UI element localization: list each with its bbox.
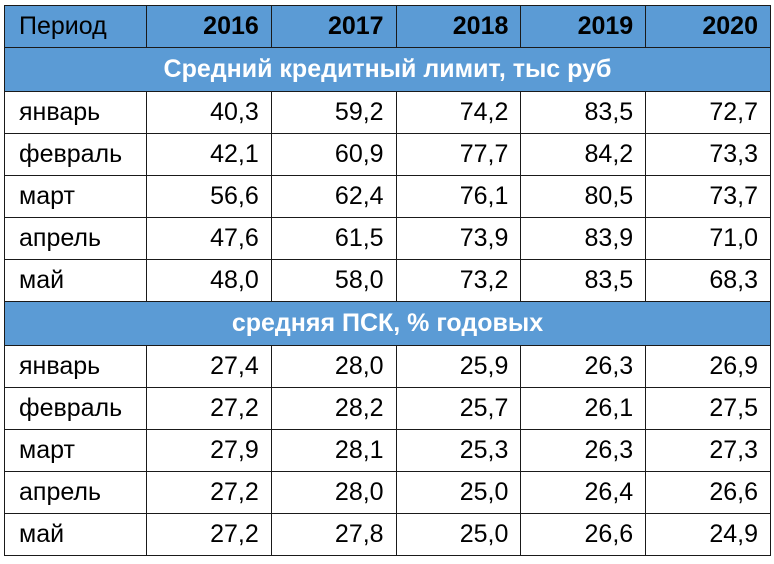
- row-month: февраль: [4, 387, 147, 430]
- cell-value: 27,2: [146, 387, 272, 430]
- cell-value: 26,6: [645, 471, 771, 514]
- cell-value: 25,0: [395, 513, 522, 556]
- cell-value: 61,5: [270, 217, 397, 260]
- cell-value: 62,4: [270, 175, 397, 218]
- section-title: Средний кредитный лимит, тыс руб: [4, 47, 771, 92]
- data-table: Период 2016 2017 2018 2019 2020 Средний …: [4, 5, 771, 556]
- table-row: март 56,6 62,4 76,1 80,5 73,7: [4, 175, 771, 218]
- row-month: март: [4, 429, 147, 472]
- row-month: март: [4, 175, 147, 218]
- cell-value: 26,9: [645, 345, 771, 388]
- cell-value: 24,9: [645, 513, 771, 556]
- cell-value: 83,9: [520, 217, 647, 260]
- cell-value: 25,0: [395, 471, 522, 514]
- cell-value: 28,1: [270, 429, 397, 472]
- header-year: 2019: [520, 5, 647, 48]
- row-month: январь: [4, 345, 147, 388]
- cell-value: 28,2: [270, 387, 397, 430]
- cell-value: 71,0: [645, 217, 771, 260]
- table-row: февраль 27,2 28,2 25,7 26,1 27,5: [4, 387, 771, 430]
- table-row: май 27,2 27,8 25,0 26,6 24,9: [4, 513, 771, 556]
- cell-value: 42,1: [146, 133, 272, 176]
- row-month: апрель: [4, 217, 147, 260]
- cell-value: 77,7: [395, 133, 522, 176]
- cell-value: 60,9: [270, 133, 397, 176]
- cell-value: 74,2: [395, 91, 522, 134]
- cell-value: 76,1: [395, 175, 522, 218]
- cell-value: 26,3: [520, 429, 647, 472]
- cell-value: 73,3: [645, 133, 771, 176]
- row-month: май: [4, 513, 147, 556]
- cell-value: 48,0: [146, 259, 272, 302]
- table-row: апрель 27,2 28,0 25,0 26,4 26,6: [4, 471, 771, 514]
- cell-value: 80,5: [520, 175, 647, 218]
- table-row: май 48,0 58,0 73,2 83,5 68,3: [4, 259, 771, 302]
- header-year: 2016: [146, 5, 272, 48]
- cell-value: 27,9: [146, 429, 272, 472]
- cell-value: 27,2: [146, 513, 272, 556]
- cell-value: 25,9: [395, 345, 522, 388]
- cell-value: 28,0: [270, 345, 397, 388]
- row-month: апрель: [4, 471, 147, 514]
- cell-value: 25,7: [395, 387, 522, 430]
- section-header-row: средняя ПСК, % годовых: [4, 301, 771, 346]
- cell-value: 68,3: [645, 259, 771, 302]
- table-row: апрель 47,6 61,5 73,9 83,9 71,0: [4, 217, 771, 260]
- table-header: Период 2016 2017 2018 2019 2020: [4, 5, 771, 48]
- cell-value: 27,3: [645, 429, 771, 472]
- cell-value: 26,4: [520, 471, 647, 514]
- section-header-row: Средний кредитный лимит, тыс руб: [4, 47, 771, 92]
- cell-value: 84,2: [520, 133, 647, 176]
- header-year: 2020: [645, 5, 771, 48]
- cell-value: 59,2: [270, 91, 397, 134]
- cell-value: 73,7: [645, 175, 771, 218]
- header-year: 2017: [270, 5, 397, 48]
- table-row: январь 27,4 28,0 25,9 26,3 26,9: [4, 345, 771, 388]
- table-row: февраль 42,1 60,9 77,7 84,2 73,3: [4, 133, 771, 176]
- header-period: Период: [4, 5, 147, 48]
- cell-value: 27,4: [146, 345, 272, 388]
- cell-value: 58,0: [270, 259, 397, 302]
- cell-value: 83,5: [520, 259, 647, 302]
- header-row: Период 2016 2017 2018 2019 2020: [4, 5, 771, 48]
- cell-value: 47,6: [146, 217, 272, 260]
- cell-value: 25,3: [395, 429, 522, 472]
- cell-value: 26,3: [520, 345, 647, 388]
- row-month: январь: [4, 91, 147, 134]
- cell-value: 27,5: [645, 387, 771, 430]
- section-title: средняя ПСК, % годовых: [4, 301, 771, 346]
- table-body: Средний кредитный лимит, тыс руб январь …: [4, 47, 771, 556]
- cell-value: 83,5: [520, 91, 647, 134]
- table-row: март 27,9 28,1 25,3 26,3 27,3: [4, 429, 771, 472]
- cell-value: 26,1: [520, 387, 647, 430]
- cell-value: 73,9: [395, 217, 522, 260]
- cell-value: 72,7: [645, 91, 771, 134]
- table-row: январь 40,3 59,2 74,2 83,5 72,7: [4, 91, 771, 134]
- cell-value: 73,2: [395, 259, 522, 302]
- cell-value: 40,3: [146, 91, 272, 134]
- cell-value: 27,2: [146, 471, 272, 514]
- cell-value: 27,8: [270, 513, 397, 556]
- cell-value: 56,6: [146, 175, 272, 218]
- cell-value: 26,6: [520, 513, 647, 556]
- row-month: февраль: [4, 133, 147, 176]
- cell-value: 28,0: [270, 471, 397, 514]
- header-year: 2018: [395, 5, 522, 48]
- row-month: май: [4, 259, 147, 302]
